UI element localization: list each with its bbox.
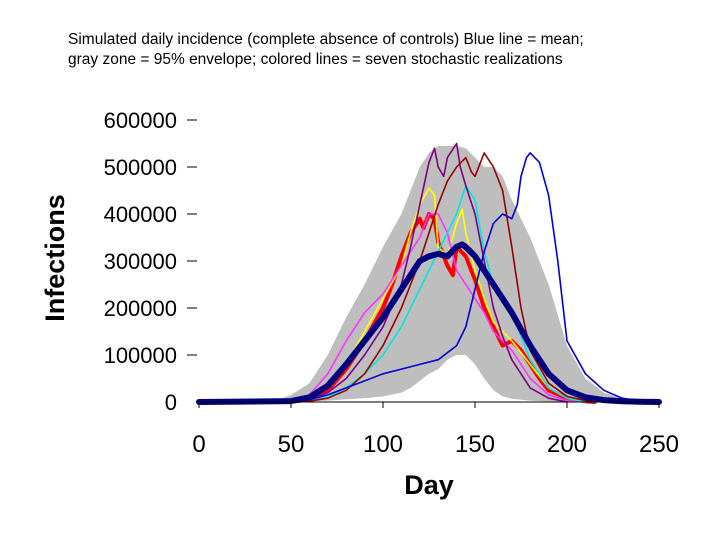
x-tick-label: 150	[455, 431, 495, 458]
x-tick-label: 0	[192, 431, 205, 458]
x-tick-label: 100	[363, 431, 403, 458]
series-realization-line-7	[198, 152, 660, 403]
y-tick-label: 600000	[104, 108, 177, 133]
x-tick-label: 50	[278, 431, 305, 458]
envelope-95-percent	[199, 145, 659, 402]
y-axis-title: Infections	[40, 194, 70, 322]
series-realization-line-5	[198, 142, 568, 403]
x-tick-label: 200	[547, 431, 587, 458]
plot-area	[196, 142, 662, 405]
x-tick-label: 250	[639, 431, 679, 458]
axes: 0 50 100 150 200 250 0 100000 200000 300000 400000…	[104, 108, 679, 458]
series-realization-line-4	[198, 185, 587, 403]
x-axis-title: Day	[404, 470, 454, 500]
series-realization-line-3	[198, 213, 587, 403]
y-tick-label: 100000	[104, 343, 177, 368]
y-tick-label: 500000	[104, 155, 177, 180]
caption-line-1: Simulated daily incidence (complete abse…	[68, 31, 584, 48]
y-tick-label: 200000	[104, 296, 177, 321]
y-tick-label: 300000	[104, 249, 177, 274]
series-mean-line	[196, 241, 662, 405]
chart-caption: Simulated daily incidence (complete abse…	[68, 30, 708, 70]
y-tick-label: 400000	[104, 202, 177, 227]
y-tick-label: 0	[165, 390, 177, 415]
caption-line-2: gray zone = 95% envelope; colored lines …	[68, 51, 563, 68]
